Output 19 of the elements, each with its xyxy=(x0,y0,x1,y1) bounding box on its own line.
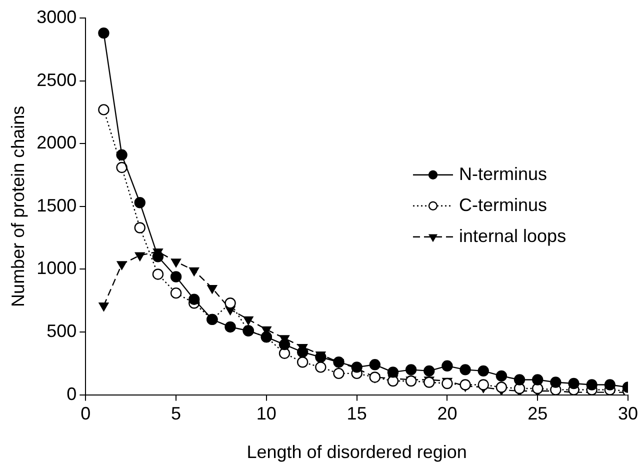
x-tick-label: 30 xyxy=(618,404,638,424)
y-tick-label: 500 xyxy=(46,320,77,341)
x-tick-label: 5 xyxy=(171,404,182,424)
x-tick-label: 15 xyxy=(346,404,367,424)
x-tick-label: 25 xyxy=(528,404,548,424)
x-tick-label: 20 xyxy=(437,404,458,424)
y-axis-title: Number of protein chains xyxy=(8,106,28,307)
legend-label: C-terminus xyxy=(459,194,548,215)
y-tick-label: 0 xyxy=(66,384,77,404)
y-tick-label: 2500 xyxy=(36,70,77,90)
x-axis-title: Length of disordered region xyxy=(246,442,467,462)
legend-label: N-terminus xyxy=(459,164,548,184)
y-tick-label: 1500 xyxy=(36,195,77,216)
x-tick-label: 10 xyxy=(256,404,276,424)
y-tick-label: 3000 xyxy=(36,6,77,27)
x-tick-label: 0 xyxy=(80,404,91,424)
y-tick-label: 1000 xyxy=(36,258,77,278)
legend-label: internal loops xyxy=(459,226,566,246)
y-tick-label: 2000 xyxy=(36,132,77,153)
